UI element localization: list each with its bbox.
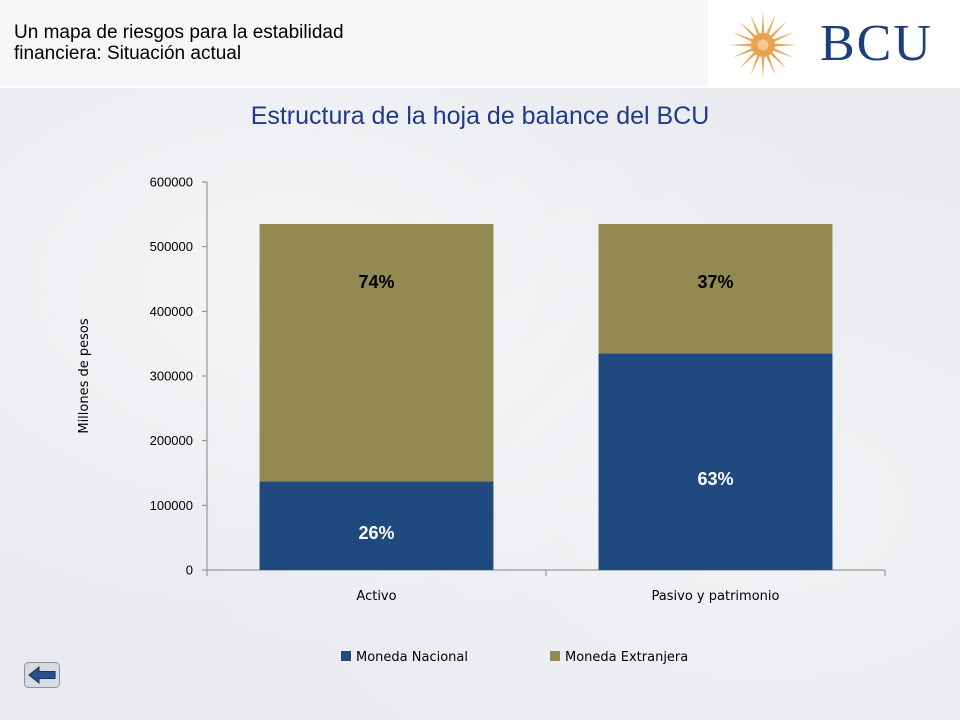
sun-ray — [766, 14, 776, 35]
legend-label: Moneda Nacional — [356, 650, 468, 665]
y-tick-label: 300000 — [150, 369, 193, 384]
bar-segment — [598, 224, 833, 354]
bar-segment — [259, 481, 494, 570]
sun-ray — [761, 56, 765, 79]
data-label: 37% — [697, 272, 733, 292]
header-band — [0, 0, 708, 88]
sun-ray — [761, 11, 765, 34]
legend-swatch — [550, 651, 560, 661]
data-label: 63% — [697, 469, 733, 489]
x-category-label: Pasivo y patrimonio — [652, 589, 780, 604]
chart-title: Estructura de la hoja de balance del BCU — [250, 102, 710, 130]
header-title-line-1: Un mapa de riesgos para la estabilidad — [14, 22, 344, 43]
y-tick-label: 600000 — [150, 175, 193, 190]
back-arrow-icon — [24, 662, 60, 688]
bar-segment — [598, 353, 833, 570]
back-button[interactable] — [24, 662, 60, 688]
y-tick-label: 500000 — [150, 239, 193, 254]
sun-ray — [770, 21, 787, 38]
y-tick-label: 400000 — [150, 304, 193, 319]
y-tick-label: 100000 — [150, 498, 193, 513]
sun-ray — [732, 32, 753, 42]
x-category-label: Activo — [356, 589, 396, 604]
data-label: 74% — [358, 272, 394, 292]
sun-ray — [770, 52, 787, 69]
sun-ray — [774, 43, 797, 47]
legend-swatch — [341, 651, 351, 661]
sun-ray — [739, 21, 756, 38]
bar-segment — [259, 224, 494, 482]
sun-ray — [739, 52, 756, 69]
header-title-line-2: financiera: Situación actual — [14, 43, 242, 64]
data-label: 26% — [358, 523, 394, 543]
sun-center — [757, 39, 769, 51]
slide-header-title: Un mapa de riesgos para la estabilidad f… — [14, 22, 574, 64]
bcu-logo: BCU — [708, 0, 960, 88]
sun-ray — [750, 14, 760, 35]
header-divider — [0, 86, 708, 88]
sun-ray — [732, 48, 753, 58]
sun-ray — [773, 48, 794, 58]
sun-ray — [766, 55, 776, 76]
y-tick-label: 0 — [186, 563, 193, 578]
sun-icon — [729, 11, 797, 79]
y-axis-label: Millones de pesos — [77, 318, 92, 434]
sun-ray — [750, 55, 760, 76]
legend-label: Moneda Extranjera — [565, 650, 688, 665]
y-tick-label: 200000 — [150, 433, 193, 448]
sun-ray — [729, 43, 752, 47]
logo-text: BCU — [820, 15, 933, 72]
sun-ray — [773, 32, 794, 42]
